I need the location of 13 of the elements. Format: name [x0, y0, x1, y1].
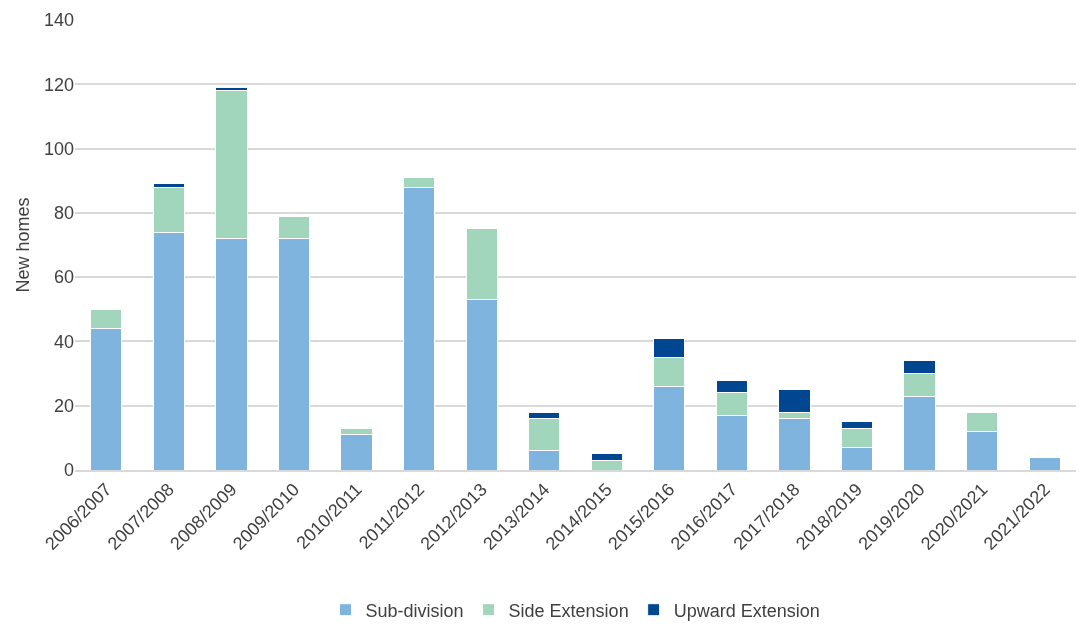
y-tick-label: 60	[53, 267, 74, 288]
y-tick-label: 100	[43, 138, 74, 159]
legend-label: Side Extension	[508, 600, 629, 621]
y-tick-label: 0	[63, 460, 74, 481]
y-tick-label: 80	[53, 203, 74, 224]
y-tick-label: 140	[43, 10, 74, 31]
legend-label: Sub-division	[365, 600, 464, 621]
y-tick-label: 40	[53, 331, 74, 352]
y-axis-title: New homes	[13, 197, 33, 293]
y-tick-label: 20	[53, 396, 74, 417]
y-tick-label: 120	[43, 74, 74, 95]
legend-label: Upward Extension	[673, 600, 820, 621]
bar	[1028, 456, 1061, 470]
